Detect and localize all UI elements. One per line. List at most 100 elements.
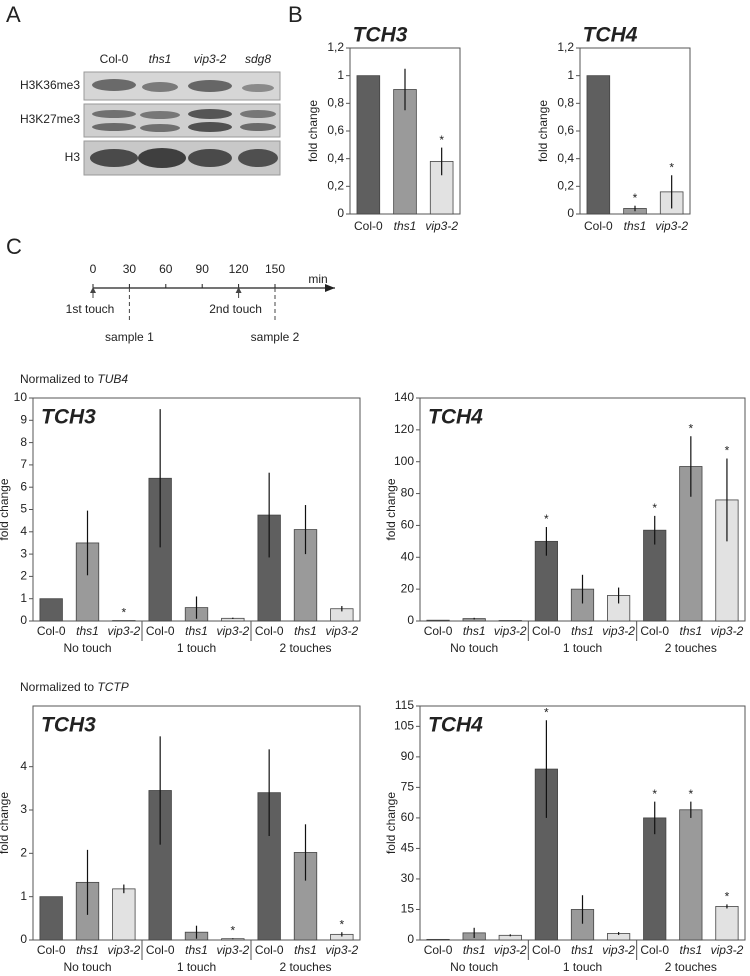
x-tick-label: vip3-2 <box>602 624 635 638</box>
bar <box>356 75 381 215</box>
bar <box>112 888 136 941</box>
event-label: sample 2 <box>251 330 300 344</box>
y-tick-label: 45 <box>401 841 415 855</box>
group-label: 1 touch <box>563 960 602 974</box>
chart-title: TCH3 <box>353 24 408 47</box>
group-label: 2 touches <box>665 641 717 655</box>
significance-marker: * <box>669 160 674 174</box>
y-tick-label: 75 <box>401 780 415 794</box>
x-tick-label: Col-0 <box>37 624 66 638</box>
y-tick-label: 2 <box>20 846 27 860</box>
chart-title: TCH3 <box>41 714 96 737</box>
x-tick-label: vip3-2 <box>107 943 140 957</box>
x-tick-label: Col-0 <box>37 943 66 957</box>
x-tick-label: vip3-2 <box>655 219 688 233</box>
chart-title: TCH4 <box>428 406 483 429</box>
x-tick-label: ths1 <box>185 624 208 638</box>
y-tick-label: 30 <box>401 871 415 885</box>
significance-marker: * <box>439 133 444 147</box>
y-tick-label: 3 <box>20 802 27 816</box>
y-tick-label: 4 <box>20 524 27 538</box>
significance-marker: * <box>725 444 730 458</box>
significance-marker: * <box>339 917 344 931</box>
y-tick-label: 3 <box>20 546 27 560</box>
timeline-tick-label: 90 <box>196 262 210 276</box>
y-tick-label: 0,6 <box>327 123 344 137</box>
significance-marker: * <box>652 501 657 515</box>
significance-marker: * <box>230 923 235 937</box>
y-tick-label: 100 <box>394 454 414 468</box>
y-tick-label: 2 <box>20 569 27 583</box>
y-tick-label: 8 <box>20 435 27 449</box>
bar <box>643 817 667 941</box>
x-tick-label: Col-0 <box>532 943 561 957</box>
bar <box>39 598 63 622</box>
x-tick-label: ths1 <box>571 943 594 957</box>
touch-arrowhead <box>90 287 96 293</box>
x-tick-label: ths1 <box>76 624 99 638</box>
chart-title: TCH3 <box>41 406 96 429</box>
event-label: 1st touch <box>66 302 115 316</box>
timeline-tick-label: 0 <box>90 262 97 276</box>
y-tick-label: 0 <box>20 613 27 627</box>
y-tick-label: 0,4 <box>557 151 574 165</box>
x-tick-label: Col-0 <box>640 943 669 957</box>
y-tick-label: 0 <box>407 613 414 627</box>
significance-marker: * <box>121 606 126 620</box>
group-label: No touch <box>63 641 111 655</box>
section-label: Normalized to TUB4 <box>20 372 128 386</box>
y-tick-label: 105 <box>394 719 414 733</box>
x-tick-label: vip3-2 <box>711 624 744 638</box>
group-label: 2 touches <box>279 641 331 655</box>
significance-marker: * <box>688 787 693 801</box>
significance-marker: * <box>544 512 549 526</box>
y-tick-label: 0,2 <box>557 179 574 193</box>
y-tick-label: 20 <box>401 581 415 595</box>
x-tick-label: vip3-2 <box>216 943 249 957</box>
x-tick-label: vip3-2 <box>325 624 358 638</box>
y-tick-label: 0,4 <box>327 151 344 165</box>
bar <box>39 896 63 941</box>
chart-title: TCH4 <box>583 24 638 47</box>
x-tick-label: ths1 <box>571 624 594 638</box>
significance-marker: * <box>688 421 693 435</box>
y-axis-label: fold change <box>536 100 550 162</box>
y-tick-label: 0 <box>567 206 574 220</box>
x-tick-label: ths1 <box>294 624 317 638</box>
x-tick-label: Col-0 <box>255 943 284 957</box>
y-tick-label: 1 <box>20 591 27 605</box>
y-tick-label: 115 <box>395 698 414 712</box>
blot-row: H3K36me3 <box>20 78 80 92</box>
x-tick-label: vip3-2 <box>711 943 744 957</box>
y-tick-label: 6 <box>20 479 27 493</box>
significance-marker: * <box>544 705 549 719</box>
touch-arrowhead <box>235 287 242 293</box>
x-tick-label: Col-0 <box>424 943 453 957</box>
y-tick-label: 120 <box>394 422 414 436</box>
chart-title: TCH4 <box>428 714 483 737</box>
x-tick-label: vip3-2 <box>425 219 458 233</box>
panel-label: B <box>288 2 303 27</box>
y-tick-label: 0 <box>20 932 27 946</box>
group-label: No touch <box>63 960 111 974</box>
x-tick-label: vip3-2 <box>216 624 249 638</box>
y-tick-label: 1,2 <box>557 40 574 54</box>
x-tick-label: Col-0 <box>424 624 453 638</box>
y-axis-label: fold change <box>384 478 398 540</box>
y-tick-label: 1,2 <box>327 40 344 54</box>
x-tick-label: Col-0 <box>584 219 613 233</box>
blot-column: sdg8 <box>245 52 271 66</box>
group-label: No touch <box>450 641 498 655</box>
y-tick-label: 9 <box>20 412 27 426</box>
y-tick-label: 60 <box>401 810 415 824</box>
bar <box>715 906 739 941</box>
timeline-tick-label: 120 <box>229 262 249 276</box>
y-tick-label: 90 <box>401 749 415 763</box>
x-tick-label: Col-0 <box>146 624 175 638</box>
significance-marker: * <box>652 787 657 801</box>
timeline-unit: min <box>308 272 327 286</box>
group-label: 1 touch <box>177 960 216 974</box>
x-tick-label: ths1 <box>394 219 417 233</box>
x-tick-label: vip3-2 <box>494 943 527 957</box>
